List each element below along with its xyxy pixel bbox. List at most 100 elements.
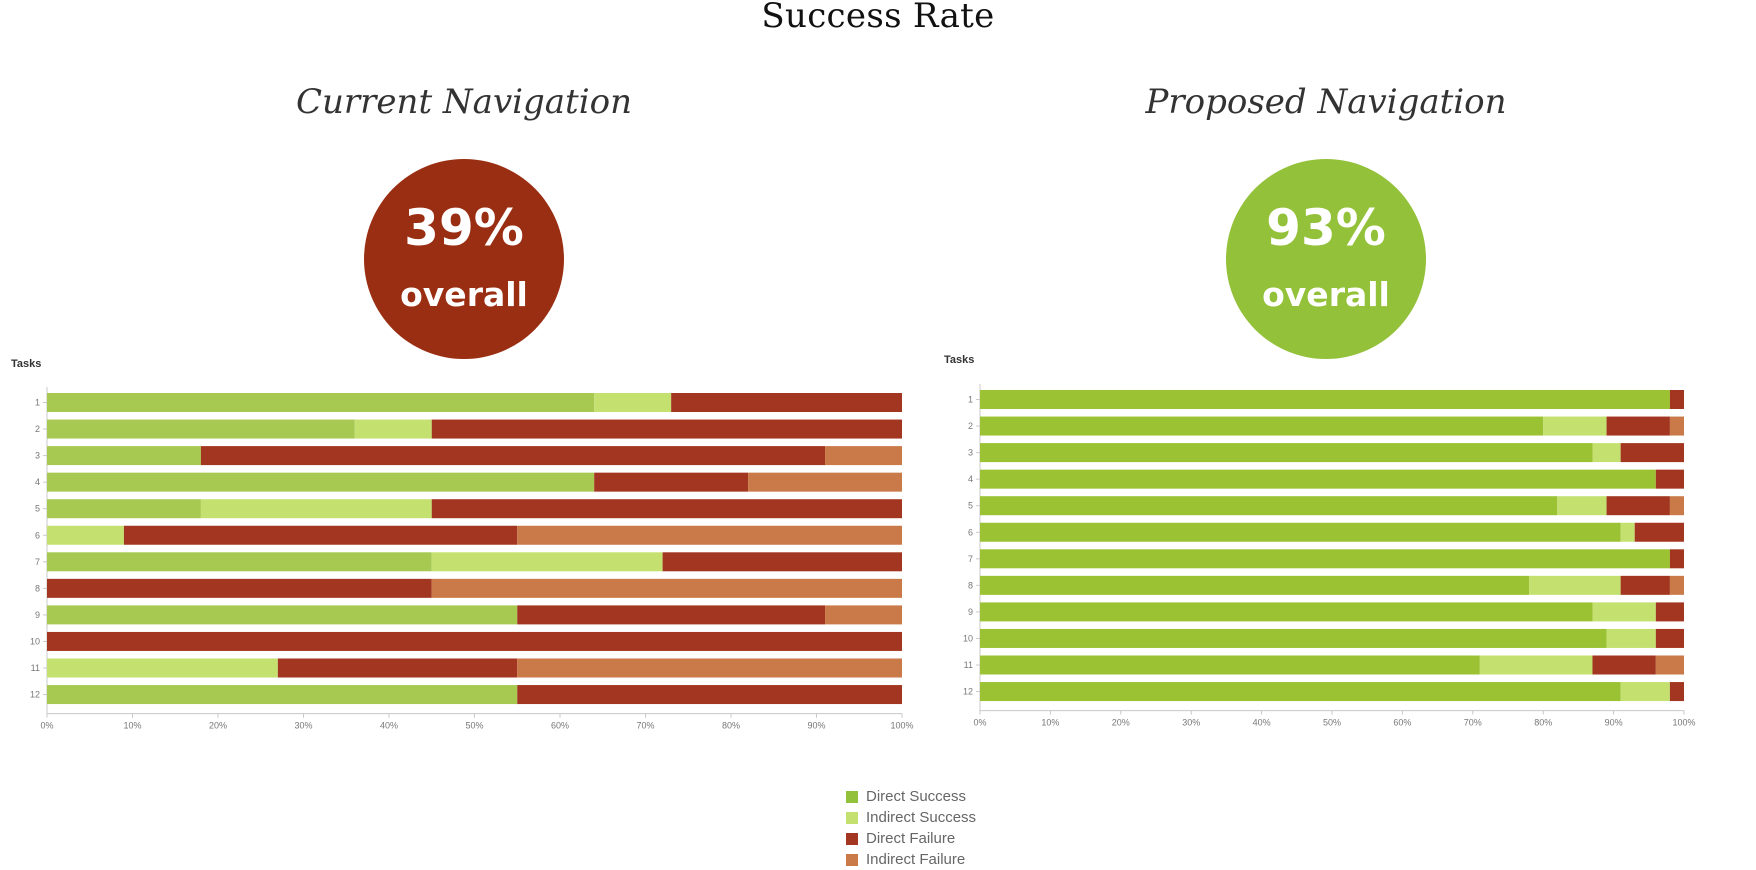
bar-segment	[1606, 416, 1670, 436]
x-tick-label: 0%	[973, 718, 986, 728]
proposed-success-badge: 93% overall	[1226, 159, 1426, 359]
legend-swatch	[846, 853, 858, 866]
bar-segment	[594, 472, 749, 492]
bar-segment	[1634, 522, 1684, 542]
bar-segment	[980, 602, 1593, 622]
y-tick-label: 8	[968, 580, 973, 590]
y-axis-label: Tasks	[11, 358, 41, 370]
y-tick-label: 9	[35, 610, 40, 620]
bar-segment	[980, 443, 1593, 463]
bar-segment	[1543, 416, 1607, 436]
bar-segment	[671, 393, 902, 412]
bar-segment	[1620, 443, 1684, 463]
x-tick-label: 30%	[294, 721, 312, 731]
legend-item: Indirect Success	[846, 807, 976, 828]
bar-segment	[980, 390, 1670, 409]
bar-segment	[1592, 655, 1656, 675]
bar-segment	[1669, 682, 1684, 702]
y-tick-label: 2	[968, 421, 973, 431]
y-tick-label: 4	[968, 474, 973, 484]
bar-segment	[1620, 575, 1670, 595]
y-tick-label: 10	[963, 633, 973, 643]
y-tick-label: 12	[30, 690, 40, 700]
bar-segment	[1655, 628, 1684, 648]
bar-segment	[825, 605, 902, 625]
bar-segment	[1592, 443, 1621, 463]
bar-segment	[47, 685, 518, 705]
x-tick-label: 90%	[1605, 718, 1623, 728]
bar-segment	[1557, 496, 1607, 516]
bar-segment	[517, 685, 902, 705]
x-tick-label: 50%	[1323, 718, 1341, 728]
bar-segment	[47, 419, 355, 439]
bar-segment	[47, 552, 432, 572]
bar-segment	[200, 446, 826, 466]
y-axis-label: Tasks	[944, 354, 974, 366]
y-tick-label: 5	[35, 504, 40, 514]
bar-segment	[1529, 575, 1621, 595]
y-tick-label: 11	[31, 663, 40, 673]
bar-segment	[1606, 496, 1670, 516]
legend-label: Direct Failure	[866, 830, 956, 847]
x-tick-label: 60%	[1393, 718, 1411, 728]
bar-segment	[980, 549, 1670, 569]
bar-segment	[123, 525, 518, 545]
x-tick-label: 40%	[380, 721, 398, 731]
x-tick-label: 50%	[465, 721, 483, 731]
y-tick-label: 4	[35, 477, 40, 487]
y-tick-label: 9	[968, 607, 973, 617]
bar-segment	[47, 499, 201, 519]
y-tick-label: 10	[30, 636, 40, 646]
legend-item: Indirect Failure	[846, 849, 976, 870]
bar-segment	[980, 416, 1544, 436]
bar-segment	[1669, 496, 1684, 516]
legend-item: Direct Failure	[846, 828, 976, 849]
current-success-badge: 39% overall	[364, 159, 564, 359]
legend-swatch	[846, 811, 858, 824]
legend-item: Direct Success	[846, 786, 976, 807]
y-tick-label: 6	[35, 530, 40, 540]
current-overall-label: overall	[400, 275, 528, 314]
bar-segment	[47, 605, 518, 625]
y-tick-label: 7	[968, 554, 973, 564]
bar-segment	[1655, 655, 1684, 675]
bar-segment	[825, 446, 902, 466]
bar-segment	[517, 605, 826, 625]
bar-segment	[47, 525, 124, 545]
y-tick-label: 6	[968, 527, 973, 537]
x-tick-label: 20%	[209, 721, 227, 731]
y-tick-label: 5	[968, 501, 973, 511]
x-tick-label: 80%	[722, 721, 740, 731]
bar-segment	[980, 575, 1530, 595]
bar-segment	[47, 631, 902, 651]
bar-segment	[1479, 655, 1593, 675]
bar-segment	[594, 393, 672, 412]
current-navigation-title: Current Navigation	[296, 82, 632, 122]
x-tick-label: 10%	[123, 721, 141, 731]
x-tick-label: 20%	[1112, 718, 1130, 728]
y-tick-label: 3	[35, 451, 40, 461]
x-tick-label: 70%	[636, 721, 654, 731]
bar-segment	[47, 658, 278, 678]
x-tick-label: 30%	[1182, 718, 1200, 728]
bar-segment	[200, 499, 432, 519]
bar-segment	[1620, 682, 1670, 702]
bar-segment	[431, 578, 902, 598]
y-tick-label: 11	[964, 660, 973, 670]
chart-legend: Direct Success Indirect Success Direct Fai…	[846, 786, 976, 870]
bar-segment	[1669, 549, 1684, 569]
bar-segment	[662, 552, 902, 572]
y-tick-label: 12	[963, 687, 973, 697]
bar-segment	[980, 655, 1480, 675]
page-title: Success Rate	[761, 0, 995, 36]
bar-segment	[47, 472, 595, 492]
legend-swatch	[846, 790, 858, 803]
bar-segment	[980, 469, 1656, 489]
bar-segment	[1669, 416, 1684, 436]
y-tick-label: 2	[35, 424, 40, 434]
x-tick-label: 90%	[807, 721, 825, 731]
bar-segment	[517, 658, 902, 678]
y-tick-label: 1	[35, 398, 40, 408]
